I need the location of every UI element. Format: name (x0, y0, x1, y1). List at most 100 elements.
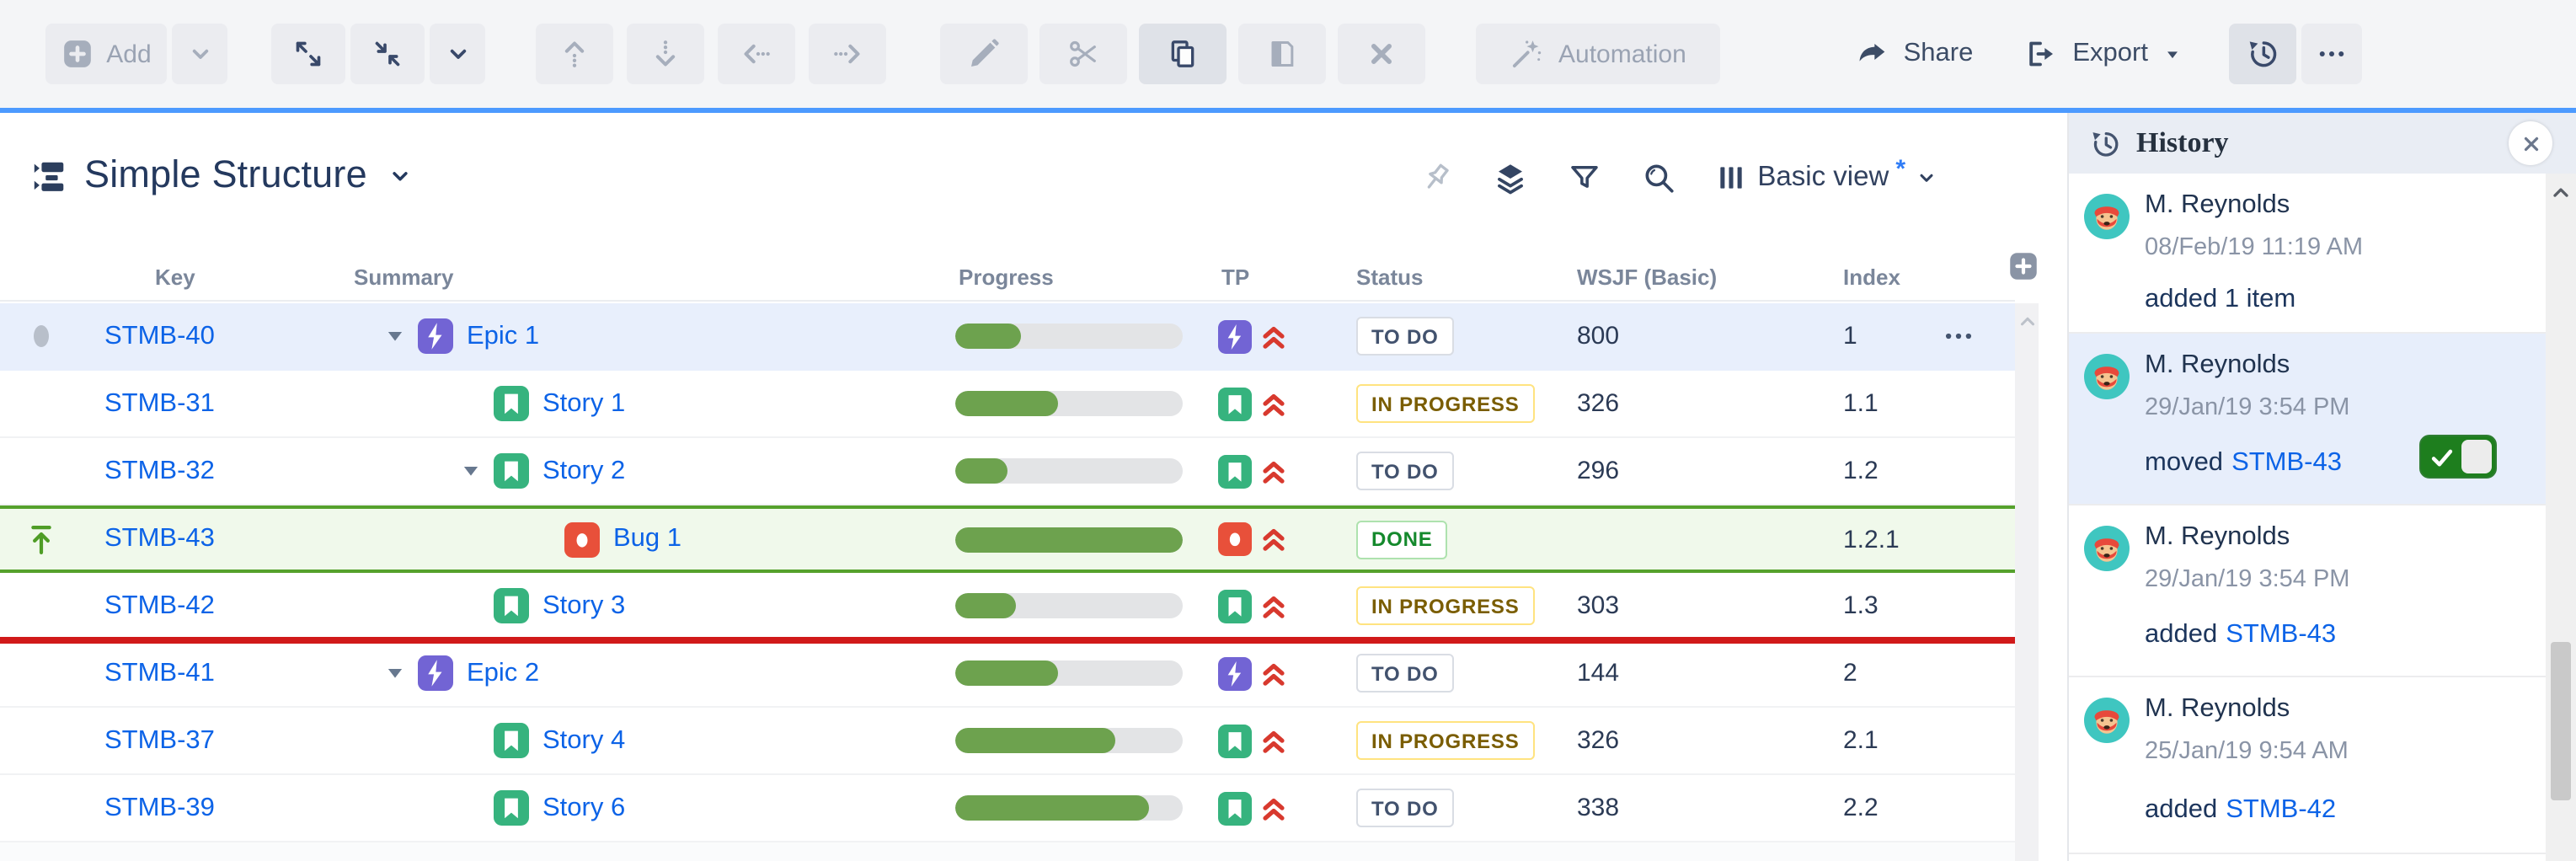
issue-key-link[interactable]: STMB-31 (104, 388, 215, 417)
bug-icon (1218, 522, 1252, 556)
issue-summary-link[interactable]: Epic 1 (467, 321, 540, 350)
export-button[interactable]: Export (2023, 37, 2182, 71)
issue-key-link[interactable]: STMB-41 (104, 658, 215, 687)
table-scrollbar[interactable] (2015, 303, 2039, 861)
layers-icon[interactable] (1493, 160, 1528, 195)
issue-key-link[interactable]: STMB-42 (104, 591, 215, 619)
issue-summary-link[interactable]: Story 2 (542, 456, 626, 484)
chevron-down-icon (444, 40, 471, 67)
issue-summary-link[interactable]: Story 3 (542, 591, 626, 619)
story-icon (494, 790, 529, 826)
story-icon (1218, 791, 1252, 825)
table-row[interactable]: STMB-31 Story 1 IN PROGRESS 326 1.1 (0, 371, 2015, 438)
history-panel: History M. Reynolds 08/Feb/19 11:19 AM a… (2067, 113, 2576, 861)
issue-key-link[interactable]: STMB-43 (2231, 448, 2342, 477)
issue-key-link[interactable]: STMB-39 (104, 793, 215, 821)
partial-row (0, 842, 2015, 861)
table-row[interactable]: STMB-42 Story 3 IN PROGRESS 303 1.3 (0, 573, 2015, 640)
issue-key-link[interactable]: STMB-40 (104, 321, 215, 350)
add-column-button[interactable] (2008, 251, 2039, 281)
pin-icon[interactable] (1419, 160, 1454, 195)
collapse-triangle-icon[interactable] (382, 660, 408, 686)
expand-all-button[interactable] (271, 24, 345, 84)
column-header-index[interactable]: Index (1843, 264, 1900, 289)
issue-summary-link[interactable]: Story 1 (542, 388, 626, 417)
scroll-up-icon[interactable] (2016, 310, 2038, 332)
move-down-button[interactable] (627, 24, 704, 84)
priority-highest-icon (1257, 454, 1291, 488)
move-up-button[interactable] (536, 24, 613, 84)
delete-x-icon (1365, 37, 1398, 71)
cut-button[interactable] (1039, 24, 1127, 84)
row-actions-button[interactable] (1943, 320, 1975, 352)
issue-key-link[interactable]: STMB-43 (104, 524, 215, 553)
ellipsis-icon (2317, 39, 2347, 69)
outdent-button[interactable] (718, 24, 795, 84)
table-header-row: Key Summary Progress TP Status WSJF (Bas… (0, 253, 2015, 302)
issue-summary-link[interactable]: Bug 1 (613, 524, 682, 553)
collapse-triangle-icon[interactable] (382, 324, 408, 349)
more-options-button[interactable] (2301, 24, 2362, 84)
wsjf-value: 800 (1577, 322, 1620, 350)
scrollbar-thumb[interactable] (2551, 642, 2571, 800)
column-header-summary[interactable]: Summary (354, 264, 454, 289)
history-entry[interactable]: M. Reynolds 08/Feb/19 11:19 AM added 1 i… (2069, 174, 2547, 332)
export-label: Export (2072, 39, 2148, 67)
history-clock-icon (2089, 127, 2121, 159)
history-author: M. Reynolds (2145, 694, 2290, 723)
history-entry[interactable]: M. Reynolds 29/Jan/19 3:54 PM moved STMB-… (2069, 332, 2547, 504)
view-selector[interactable]: Basic view * (1715, 155, 1937, 194)
structure-icon (30, 156, 69, 195)
table-row[interactable]: STMB-32 Story 2 TO DO 296 1.2 (0, 438, 2015, 505)
close-icon (2520, 132, 2541, 154)
scroll-up-icon[interactable] (2549, 180, 2573, 204)
history-toggle-button[interactable] (2229, 24, 2296, 84)
close-history-button[interactable] (2509, 121, 2552, 165)
add-dropdown-button[interactable] (172, 24, 227, 84)
column-header-wsjf[interactable]: WSJF (Basic) (1577, 264, 1718, 289)
share-button[interactable]: Share (1855, 37, 1974, 71)
history-author: M. Reynolds (2145, 522, 2290, 551)
automation-button[interactable]: Automation (1476, 24, 1720, 84)
view-selector-label: Basic view (1757, 162, 1889, 192)
index-value: 2.2 (1843, 794, 1879, 822)
column-header-progress[interactable]: Progress (959, 264, 1054, 289)
table-row[interactable]: STMB-41 Epic 2 TO DO 144 2 (0, 640, 2015, 708)
add-button[interactable]: Add (45, 24, 167, 84)
share-label: Share (1903, 39, 1974, 67)
column-header-status[interactable]: Status (1356, 264, 1424, 289)
history-entry[interactable]: M. Reynolds 29/Jan/19 3:54 PM added STMB-… (2069, 504, 2547, 676)
issue-key-link[interactable]: STMB-43 (2226, 620, 2337, 649)
page-scrollbar[interactable] (2546, 174, 2576, 861)
issue-summary-link[interactable]: Story 6 (542, 793, 626, 821)
issue-summary-link[interactable]: Story 4 (542, 725, 626, 754)
row-handle-dot (33, 325, 48, 347)
collapse-triangle-icon[interactable] (458, 458, 484, 484)
copy-button[interactable] (1139, 24, 1227, 84)
column-header-tp[interactable]: TP (1221, 264, 1250, 289)
collapse-all-button[interactable] (350, 24, 425, 84)
avatar (2084, 698, 2130, 743)
history-entry[interactable]: M. Reynolds 25/Jan/19 9:54 AM added STMB-… (2069, 676, 2547, 853)
table-row[interactable]: STMB-39 Story 6 TO DO 338 2.2 (0, 775, 2015, 842)
search-icon[interactable] (1641, 160, 1676, 195)
issue-key-link[interactable]: STMB-32 (104, 456, 215, 484)
expand-level-dropdown-button[interactable] (430, 24, 485, 84)
filter-icon[interactable] (1567, 160, 1602, 195)
table-row[interactable]: STMB-40 Epic 1 TO DO 800 1 (0, 303, 2015, 371)
table-row[interactable]: STMB-43 Bug 1 DONE 1.2.1 (0, 505, 2015, 573)
edit-button[interactable] (940, 24, 1028, 84)
move-buttons-group (536, 24, 886, 84)
delete-button[interactable] (1338, 24, 1425, 84)
column-header-key[interactable]: Key (155, 264, 195, 289)
issue-key-link[interactable]: STMB-37 (104, 725, 215, 754)
paste-button[interactable] (1238, 24, 1326, 84)
indent-button[interactable] (809, 24, 886, 84)
table-row[interactable]: STMB-37 Story 4 IN PROGRESS 326 2.1 (0, 708, 2015, 775)
history-version-toggle[interactable] (2419, 435, 2497, 479)
structure-selector[interactable]: Simple Structure (30, 153, 413, 197)
issue-summary-link[interactable]: Epic 2 (467, 658, 540, 687)
progress-bar (955, 728, 1183, 753)
arrow-right-icon (831, 37, 864, 71)
issue-key-link[interactable]: STMB-42 (2226, 795, 2337, 824)
